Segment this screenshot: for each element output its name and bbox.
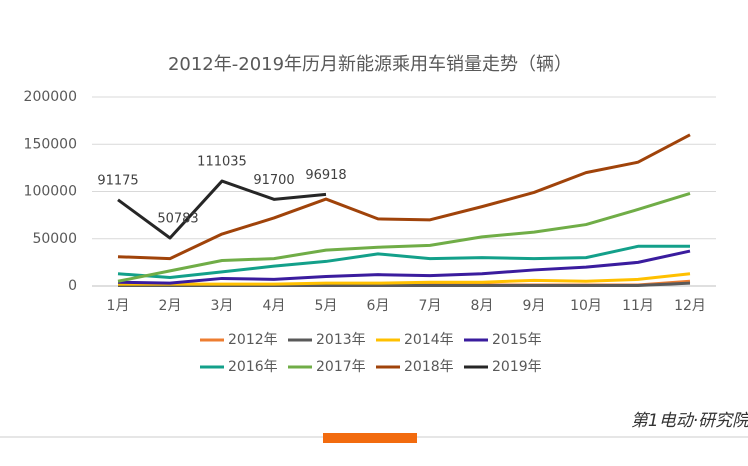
chart-title: 2012年-2019年历月新能源乘用车销量走势（辆） [168, 54, 572, 75]
x-tick-label: 4月 [263, 298, 286, 314]
data-label: 91700 [253, 173, 294, 188]
y-tick-label: 50000 [32, 231, 77, 247]
data-label: 111035 [197, 155, 247, 170]
x-tick-label: 3月 [211, 298, 234, 314]
y-tick-label: 150000 [24, 136, 77, 152]
x-tick-label: 9月 [523, 298, 546, 314]
line-series [117, 179, 327, 240]
data-label: 50783 [157, 212, 198, 227]
legend-label: 2015年 [492, 332, 542, 348]
x-tick-label: 11月 [622, 298, 654, 314]
x-tick-label: 2月 [159, 298, 182, 314]
x-tick-label: 8月 [471, 298, 494, 314]
logo: 第1电动·研究院 [631, 411, 748, 431]
x-tick-label: 1月 [107, 298, 130, 314]
data-label: 91175 [97, 173, 138, 188]
legend-label: 2014年 [404, 332, 454, 348]
x-tick-label: 12月 [674, 298, 706, 314]
line-series [117, 133, 691, 261]
legend-label: 2018年 [404, 359, 454, 375]
data-label: 96918 [305, 168, 346, 183]
line-series [117, 249, 691, 285]
y-tick-label: 200000 [24, 89, 77, 105]
legend-label: 2019年 [492, 359, 542, 375]
x-tick-label: 7月 [419, 298, 442, 314]
legend-label: 2016年 [228, 359, 278, 375]
legend-label: 2012年 [228, 332, 278, 348]
x-tick-label: 5月 [315, 298, 338, 314]
line-series [117, 191, 691, 283]
legend-label: 2017年 [316, 359, 366, 375]
footer-accent [323, 433, 417, 443]
y-tick-label: 100000 [24, 184, 77, 200]
y-tick-label: 0 [68, 278, 77, 294]
x-tick-label: 6月 [367, 298, 390, 314]
line-series [118, 272, 691, 286]
line-series [117, 244, 690, 279]
legend-label: 2013年 [316, 332, 366, 348]
x-tick-label: 10月 [570, 298, 602, 314]
